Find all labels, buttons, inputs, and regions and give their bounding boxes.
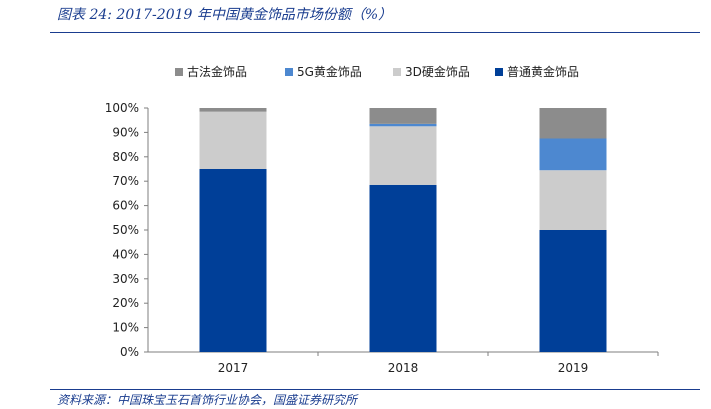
legend-swatch bbox=[495, 67, 503, 76]
legend-label: 古法金饰品 bbox=[187, 65, 248, 79]
bar-segment bbox=[199, 108, 267, 112]
y-tick-label: 20% bbox=[112, 296, 139, 310]
y-tick-label: 80% bbox=[112, 150, 139, 164]
bar-segment bbox=[199, 111, 267, 169]
x-tick-label: 2017 bbox=[218, 361, 249, 375]
bar-segment bbox=[539, 108, 607, 139]
y-tick-label: 0% bbox=[120, 345, 139, 359]
legend-swatch bbox=[285, 67, 293, 76]
y-tick-label: 70% bbox=[112, 174, 139, 188]
bar-segment bbox=[539, 138, 607, 171]
legend-swatch bbox=[175, 67, 183, 76]
bar-segment bbox=[369, 126, 437, 185]
legend-label: 普通黄金饰品 bbox=[507, 65, 580, 79]
stacked-bar-chart: 0% 10% 20% 30% 40% 50% 60% 70% 80% 90% 100% 2017 201… bbox=[105, 101, 659, 375]
x-tick-label: 2018 bbox=[388, 361, 419, 375]
chart-legend: 古法金饰品 5G黄金饰品 3D硬金饰品 普通黄金饰品 bbox=[0, 63, 711, 81]
x-tick-label: 2019 bbox=[558, 361, 589, 375]
legend-label: 3D硬金饰品 bbox=[405, 65, 470, 79]
legend-item: 5G黄金饰品 bbox=[285, 63, 362, 80]
legend-item: 普通黄金饰品 bbox=[495, 63, 579, 80]
y-tick-label: 40% bbox=[112, 247, 139, 261]
y-tick-label: 10% bbox=[112, 321, 139, 335]
legend-swatch bbox=[393, 67, 401, 76]
figure-title: 图表 24: 2017-2019 年中国黄金饰品市场份额（%） bbox=[57, 7, 393, 23]
legend-item: 古法金饰品 bbox=[175, 63, 247, 80]
bar-segment bbox=[369, 108, 437, 124]
bar-segment bbox=[539, 230, 607, 352]
y-tick-label: 30% bbox=[112, 272, 139, 286]
source-note: 资料来源：中国珠宝玉石首饰行业协会，国盛证券研究所 bbox=[57, 393, 358, 407]
bar-segment bbox=[369, 184, 437, 352]
bar-segment bbox=[199, 169, 267, 352]
legend-label: 5G黄金饰品 bbox=[297, 65, 362, 79]
y-tick-label: 60% bbox=[112, 199, 139, 213]
legend-item: 3D硬金饰品 bbox=[393, 63, 470, 80]
y-tick-label: 90% bbox=[112, 125, 139, 139]
top-rule bbox=[50, 32, 700, 33]
bottom-rule bbox=[50, 389, 700, 390]
y-tick-label: 100% bbox=[105, 101, 139, 115]
bar-segment bbox=[539, 170, 607, 230]
y-tick-label: 50% bbox=[112, 223, 139, 237]
bar-segment bbox=[369, 123, 437, 127]
